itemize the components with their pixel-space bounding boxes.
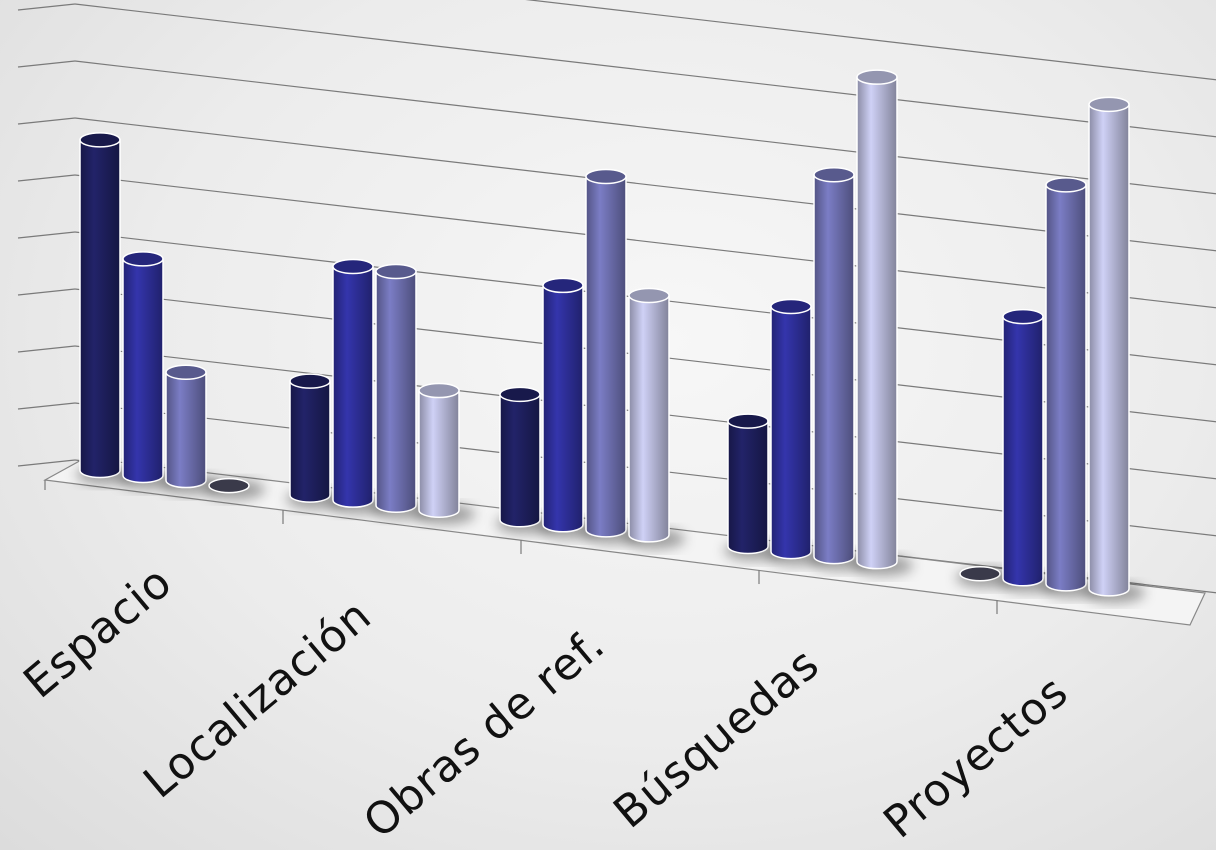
bar xyxy=(1002,308,1044,587)
gridline xyxy=(74,60,1216,195)
bar xyxy=(208,477,250,494)
y-tick xyxy=(17,174,76,182)
bar xyxy=(813,166,855,565)
bar xyxy=(727,413,769,555)
chart-bars xyxy=(76,69,1145,603)
bar xyxy=(542,277,584,533)
bar xyxy=(628,287,670,543)
bar xyxy=(585,168,627,538)
y-tick xyxy=(17,345,76,353)
bar xyxy=(1045,177,1087,592)
y-tick xyxy=(17,231,76,239)
y-tick xyxy=(17,60,76,68)
bar xyxy=(375,263,417,513)
category-label: Espacio xyxy=(14,556,182,708)
gridline xyxy=(74,3,1216,138)
gridline xyxy=(74,174,1216,309)
category-label: Obras de ref. xyxy=(354,618,614,848)
bar xyxy=(289,373,331,503)
y-tick xyxy=(17,3,76,11)
bar xyxy=(79,132,121,479)
bar xyxy=(499,386,541,528)
y-tick xyxy=(17,402,76,410)
y-tick xyxy=(17,288,76,296)
bar xyxy=(332,258,374,508)
bar xyxy=(165,364,207,489)
y-tick xyxy=(17,117,76,125)
bar xyxy=(122,251,164,484)
bar xyxy=(770,298,812,560)
category-label: Localización xyxy=(134,590,381,809)
category-label: Proyectos xyxy=(874,666,1078,849)
gridline xyxy=(74,117,1216,252)
gridline xyxy=(525,0,1216,81)
bar xyxy=(959,566,1001,582)
bar xyxy=(856,69,898,570)
bar xyxy=(418,382,460,518)
bar xyxy=(1088,96,1130,597)
category-label: Búsquedas xyxy=(604,638,829,838)
y-tick xyxy=(17,459,76,467)
